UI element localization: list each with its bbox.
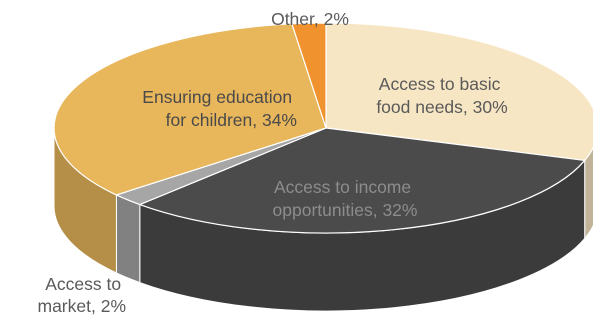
- label-market-line-2: market, 2%: [38, 296, 127, 316]
- pie-slice-edu: [53, 23, 327, 196]
- label-education-line-1: Ensuring education: [142, 87, 292, 107]
- pie-slice-other: [291, 22, 327, 129]
- label-income-line-1: Access to income: [274, 177, 411, 197]
- label-market: Access to market, 2%: [38, 274, 127, 316]
- label-other: Other, 2%: [271, 9, 349, 29]
- label-food-line-1: Access to basic: [379, 74, 501, 94]
- pie-slice-food: [325, 22, 593, 162]
- label-food: Access to basic food needs, 30%: [376, 74, 507, 117]
- pie-side-market: [115, 194, 141, 284]
- pie-sides: [53, 127, 593, 312]
- label-income: Access to income opportunities, 32%: [273, 177, 418, 220]
- label-education: Ensuring education for children, 34%: [142, 87, 297, 130]
- label-income-line-2: opportunities, 32%: [273, 200, 418, 220]
- pie-slices: [53, 22, 593, 234]
- label-other-line-1: Other, 2%: [271, 9, 349, 29]
- label-food-line-2: food needs, 30%: [376, 97, 507, 117]
- pie-slice-income: [138, 127, 586, 234]
- label-education-line-2: for children, 34%: [166, 110, 297, 130]
- label-market-line-1: Access to: [45, 274, 121, 294]
